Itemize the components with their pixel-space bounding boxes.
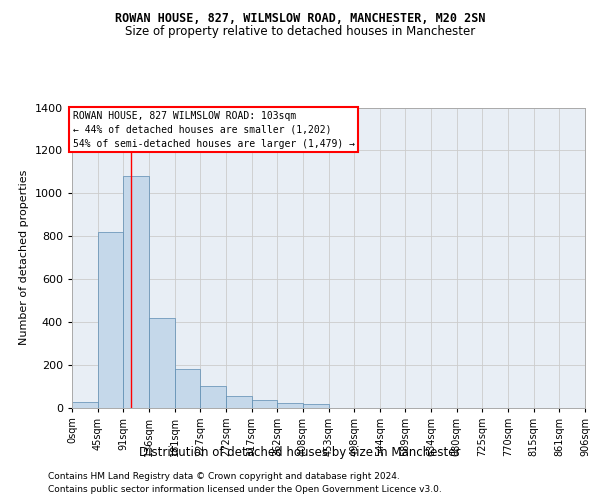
Text: Distribution of detached houses by size in Manchester: Distribution of detached houses by size …: [139, 446, 461, 459]
Bar: [303, 404, 329, 407]
Bar: [175, 369, 200, 408]
Text: Contains public sector information licensed under the Open Government Licence v3: Contains public sector information licen…: [48, 485, 442, 494]
Text: Size of property relative to detached houses in Manchester: Size of property relative to detached ho…: [125, 25, 475, 38]
Bar: [72, 402, 98, 407]
Text: ROWAN HOUSE, 827, WILMSLOW ROAD, MANCHESTER, M20 2SN: ROWAN HOUSE, 827, WILMSLOW ROAD, MANCHES…: [115, 12, 485, 26]
Bar: [251, 400, 277, 407]
Bar: [200, 386, 226, 407]
Bar: [226, 396, 251, 407]
Bar: [149, 318, 175, 408]
Y-axis label: Number of detached properties: Number of detached properties: [19, 170, 29, 345]
Text: ROWAN HOUSE, 827 WILMSLOW ROAD: 103sqm
← 44% of detached houses are smaller (1,2: ROWAN HOUSE, 827 WILMSLOW ROAD: 103sqm ←…: [73, 110, 355, 148]
Bar: [124, 176, 149, 408]
Bar: [277, 403, 303, 407]
Bar: [98, 232, 124, 408]
Text: Contains HM Land Registry data © Crown copyright and database right 2024.: Contains HM Land Registry data © Crown c…: [48, 472, 400, 481]
